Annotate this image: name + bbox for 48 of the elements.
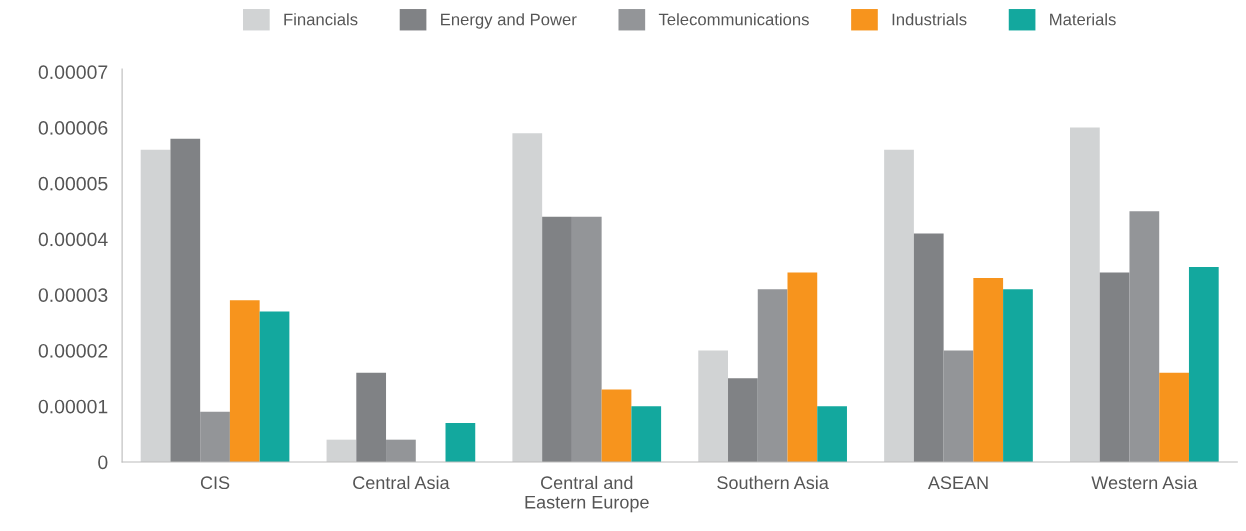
legend-label: Materials: [1050, 13, 1116, 26]
bar: [973, 278, 1004, 462]
bar: [1070, 127, 1100, 462]
y-tick-label: 0.00005: [38, 176, 108, 191]
bar: [259, 311, 290, 462]
bar: [757, 289, 788, 462]
x-tick-label: Western Asia: [1091, 475, 1198, 490]
bar: [884, 149, 914, 462]
legend-label: Financials: [284, 13, 358, 26]
bar: [698, 350, 729, 462]
bar: [356, 372, 387, 462]
bar: [1129, 211, 1160, 462]
y-tick-label: 0: [98, 455, 108, 470]
y-tick-label: 0.00001: [38, 399, 108, 414]
x-tick-label: Southern Asia: [717, 475, 829, 490]
bar: [140, 149, 171, 462]
bar: [631, 406, 662, 462]
bar: [542, 216, 572, 462]
y-tick-label: 0.00007: [38, 65, 108, 80]
bar: [1003, 289, 1033, 462]
bar: [943, 350, 974, 462]
legend-label: Telecommunications: [658, 13, 809, 26]
x-tick-label: ASEAN: [927, 476, 988, 490]
bar: [512, 133, 543, 462]
x-tick-label: Central Asia: [353, 475, 450, 490]
y-tick-label: 0.00004: [38, 232, 108, 247]
bar: [1099, 272, 1130, 462]
legend-label: Industrials: [892, 13, 967, 26]
bar: [728, 378, 758, 462]
bar: [601, 389, 632, 462]
bar: [787, 272, 818, 462]
bar: [326, 439, 357, 462]
bar: [1188, 266, 1219, 462]
bar: [571, 216, 602, 462]
bar: [200, 411, 230, 462]
bar: [229, 300, 260, 462]
bar: [1159, 372, 1189, 462]
y-tick-label: 0.00003: [38, 288, 108, 302]
x-tick-label: Central and Eastern Europe: [525, 475, 649, 513]
legend-label: Energy and Power: [441, 13, 577, 29]
bar: [817, 406, 847, 462]
bar: [386, 439, 416, 462]
bar: [445, 422, 476, 462]
y-tick-label: 0.00006: [38, 121, 108, 135]
bar: [913, 233, 944, 462]
x-tick-label: CIS: [200, 476, 230, 490]
bar: [170, 138, 201, 462]
y-tick-label: 0.00002: [38, 343, 108, 358]
